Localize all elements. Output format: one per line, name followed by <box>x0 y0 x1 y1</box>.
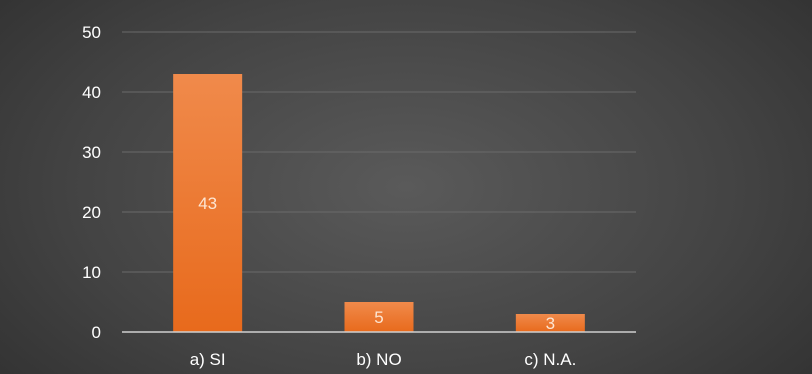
y-tick-label: 30 <box>82 143 101 162</box>
y-tick-label: 50 <box>82 23 101 42</box>
y-tick-label: 20 <box>82 203 101 222</box>
data-labels: 43 5 3 <box>198 194 555 333</box>
x-axis-category-labels: a) SI b) NO c) N.A. <box>190 350 577 369</box>
y-tick-label: 0 <box>92 323 101 342</box>
data-label: 43 <box>198 194 217 213</box>
bars <box>173 74 585 332</box>
data-label: 3 <box>546 314 555 333</box>
y-tick-label: 40 <box>82 83 101 102</box>
data-label: 5 <box>374 308 383 327</box>
x-category-label: a) SI <box>190 350 226 369</box>
x-category-label: c) N.A. <box>524 350 576 369</box>
bar <box>173 74 243 332</box>
y-tick-label: 10 <box>82 263 101 282</box>
bar <box>515 314 585 332</box>
x-category-label: b) NO <box>356 350 401 369</box>
y-axis-tick-labels: 0 10 20 30 40 50 <box>82 23 101 342</box>
bar <box>344 302 414 332</box>
